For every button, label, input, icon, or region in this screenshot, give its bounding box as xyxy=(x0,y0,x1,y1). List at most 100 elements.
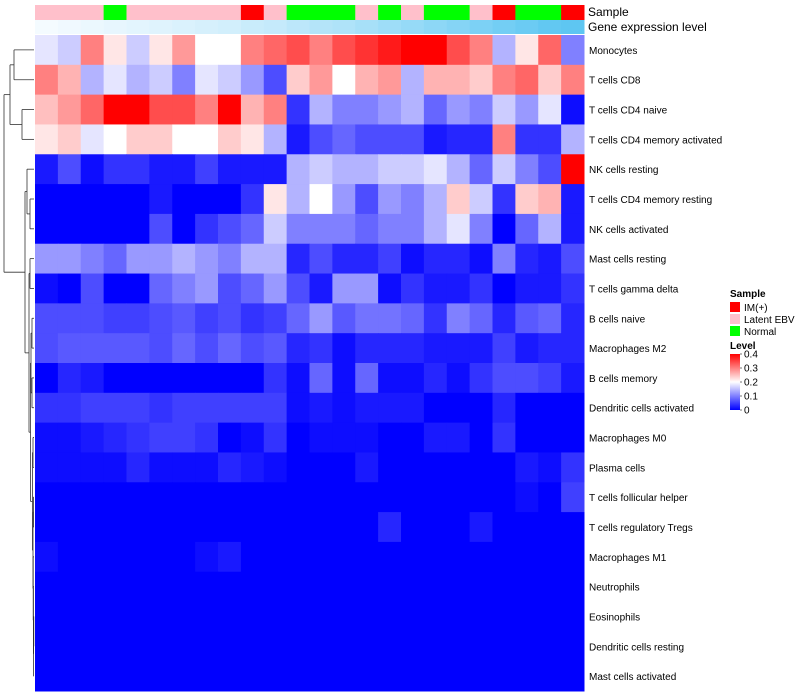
heatmap-cell xyxy=(80,124,105,155)
heatmap-cell xyxy=(126,124,150,155)
legend-level-title: Level xyxy=(730,341,756,352)
heatmap-cell xyxy=(240,452,265,483)
heatmap-cell xyxy=(57,661,82,692)
heatmap-cell xyxy=(240,124,265,155)
heatmap-cell xyxy=(492,541,516,573)
heatmap-cell xyxy=(401,571,425,603)
heatmap-cell xyxy=(35,35,59,66)
heatmap-cell xyxy=(240,303,265,334)
heatmap-cell xyxy=(240,482,265,513)
sample-annotation-cell xyxy=(446,5,471,20)
heatmap-cell xyxy=(309,154,333,185)
heatmap-cell xyxy=(240,661,265,692)
heatmap-cell xyxy=(378,661,402,692)
heatmap-cell xyxy=(103,35,127,66)
heatmap-cell xyxy=(149,35,173,66)
heatmap-cell xyxy=(35,213,59,245)
heatmap-cell xyxy=(172,124,196,155)
heatmap-cell xyxy=(492,482,516,513)
heatmap-cell xyxy=(561,273,585,304)
heatmap-cell xyxy=(492,303,516,334)
heatmap-cell xyxy=(355,64,379,96)
heatmap-cell xyxy=(149,601,173,632)
heatmap-cell xyxy=(446,571,471,603)
heatmap-cell xyxy=(195,273,219,304)
heatmap-cell xyxy=(126,422,150,453)
heatmap-cell xyxy=(35,601,59,632)
heatmap-cell xyxy=(172,243,196,275)
heatmap-cell xyxy=(423,213,448,245)
heatmap-cell xyxy=(286,482,310,513)
heatmap-cell xyxy=(309,94,333,125)
heatmap-cell xyxy=(218,64,242,96)
heatmap-cell xyxy=(561,64,585,96)
heatmap-cell xyxy=(103,124,127,155)
heatmap-cell xyxy=(538,452,562,483)
heatmap-cell xyxy=(332,571,356,603)
heatmap-cell xyxy=(240,273,265,304)
heatmap-cell xyxy=(309,333,333,364)
legend-level-colorbar xyxy=(730,354,740,410)
heatmap-cell xyxy=(103,333,127,364)
heatmap-cell xyxy=(35,333,59,364)
heatmap-cell xyxy=(218,273,242,304)
heatmap-cell xyxy=(561,124,585,155)
heatmap-cell xyxy=(286,154,310,185)
heatmap-cell xyxy=(149,422,173,453)
heatmap-cell xyxy=(80,661,105,692)
heatmap-cell xyxy=(538,213,562,245)
row-label: Eosinophils xyxy=(589,612,640,623)
heatmap-cell xyxy=(286,363,310,394)
heatmap-cell xyxy=(561,661,585,692)
heatmap-cell xyxy=(195,333,219,364)
heatmap-cell xyxy=(149,273,173,304)
heatmap-cell xyxy=(355,303,379,334)
heatmap-cell xyxy=(492,243,516,275)
heatmap-cell xyxy=(446,303,471,334)
heatmap-cell xyxy=(240,64,265,96)
heatmap-cell xyxy=(378,64,402,96)
heatmap-cell xyxy=(561,213,585,245)
heatmap-cell xyxy=(469,482,493,513)
heatmap-cell xyxy=(401,661,425,692)
heatmap-cell xyxy=(515,154,539,185)
heatmap-cell xyxy=(126,482,150,513)
heatmap-cell xyxy=(446,243,471,275)
heatmap-cell xyxy=(57,35,82,66)
heatmap-cell xyxy=(35,452,59,483)
heatmap-cell xyxy=(149,512,173,543)
heatmap-cell xyxy=(218,363,242,394)
sample-annotation-cell xyxy=(355,5,379,20)
expression-annotation-cell xyxy=(286,20,310,34)
sample-annotation-cell xyxy=(57,5,82,20)
heatmap-cell xyxy=(446,661,471,692)
heatmap-cell xyxy=(172,64,196,96)
sample-annotation-cell xyxy=(35,5,59,20)
heatmap-cell xyxy=(286,213,310,245)
heatmap-cell xyxy=(401,512,425,543)
row-label: B cells memory xyxy=(589,374,657,385)
legend-level-tick-label: 0.4 xyxy=(744,350,758,361)
heatmap-cell xyxy=(423,64,448,96)
heatmap-cell xyxy=(332,64,356,96)
heatmap-cell xyxy=(80,512,105,543)
heatmap-cell xyxy=(35,661,59,692)
sample-annotation-cell xyxy=(126,5,150,20)
heatmap-cell xyxy=(57,273,82,304)
heatmap-cell xyxy=(355,571,379,603)
heatmap-cell xyxy=(446,154,471,185)
row-label: T cells CD4 naive xyxy=(589,106,668,117)
sample-annotation-cell xyxy=(423,5,448,20)
heatmap-cell xyxy=(35,541,59,573)
heatmap-cell xyxy=(378,601,402,632)
heatmap-cell xyxy=(80,303,105,334)
heatmap-cell xyxy=(80,631,105,662)
heatmap-cell xyxy=(149,392,173,424)
heatmap-cell xyxy=(309,243,333,275)
heatmap-cell xyxy=(538,601,562,632)
heatmap-cell xyxy=(309,601,333,632)
heatmap-cell xyxy=(309,661,333,692)
heatmap-cell xyxy=(149,124,173,155)
heatmap-cell xyxy=(103,363,127,394)
heatmap-cell xyxy=(401,273,425,304)
